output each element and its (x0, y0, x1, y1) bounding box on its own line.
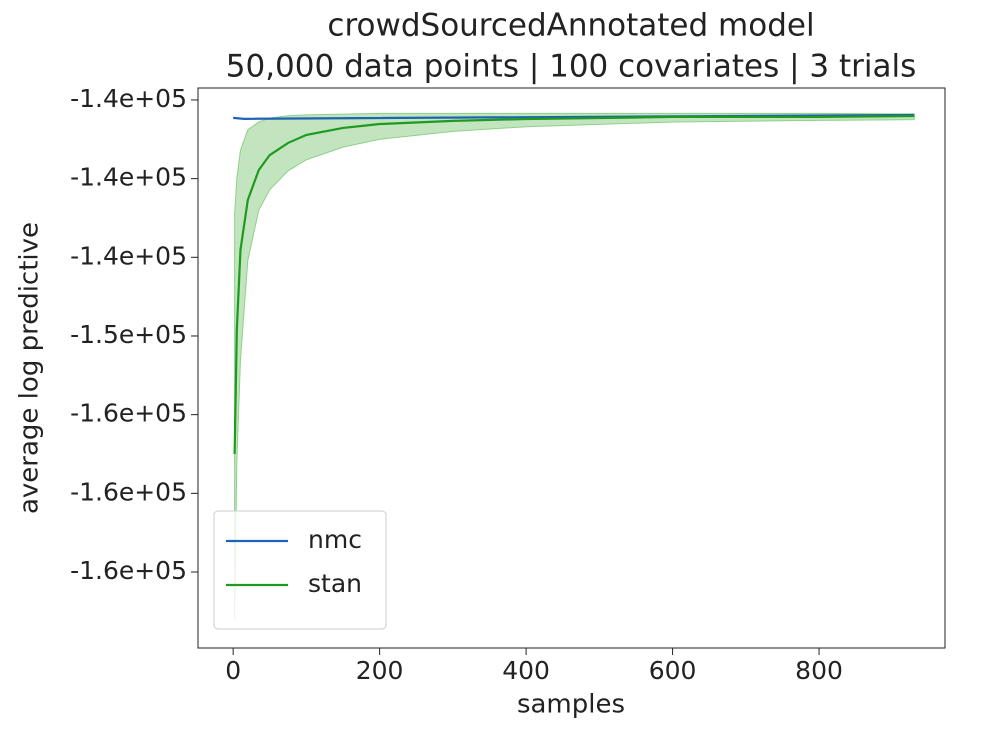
plot-frame (197, 87, 946, 649)
x-tick-label: 0 (225, 656, 241, 685)
x-tick-label: 400 (502, 656, 550, 685)
legend-label: stan (308, 569, 362, 598)
y-axis-label: average log predictive (15, 222, 45, 514)
x-axis-label: samples (517, 690, 625, 720)
x-tick-label: 600 (649, 656, 697, 685)
y-tick-label: -1.4e+05 (70, 241, 187, 270)
y-tick-label: -1.6e+05 (70, 399, 187, 428)
y-tick-label: -1.6e+05 (70, 477, 187, 506)
y-tick-label: -1.4e+05 (70, 84, 187, 113)
y-tick-label: -1.6e+05 (70, 556, 187, 585)
y-tick-label: -1.4e+05 (70, 163, 187, 192)
chart-subtitle: 50,000 data points | 100 covariates | 3 … (226, 49, 916, 85)
series-line (233, 114, 915, 455)
x-tick-label: 200 (356, 656, 404, 685)
legend: nmc stan (213, 510, 387, 630)
legend-label: nmc (308, 525, 362, 554)
y-tick-label: -1.5e+05 (70, 320, 187, 349)
chart-title: crowdSourcedAnnotated model (327, 8, 814, 44)
x-tick-label: 800 (795, 656, 843, 685)
